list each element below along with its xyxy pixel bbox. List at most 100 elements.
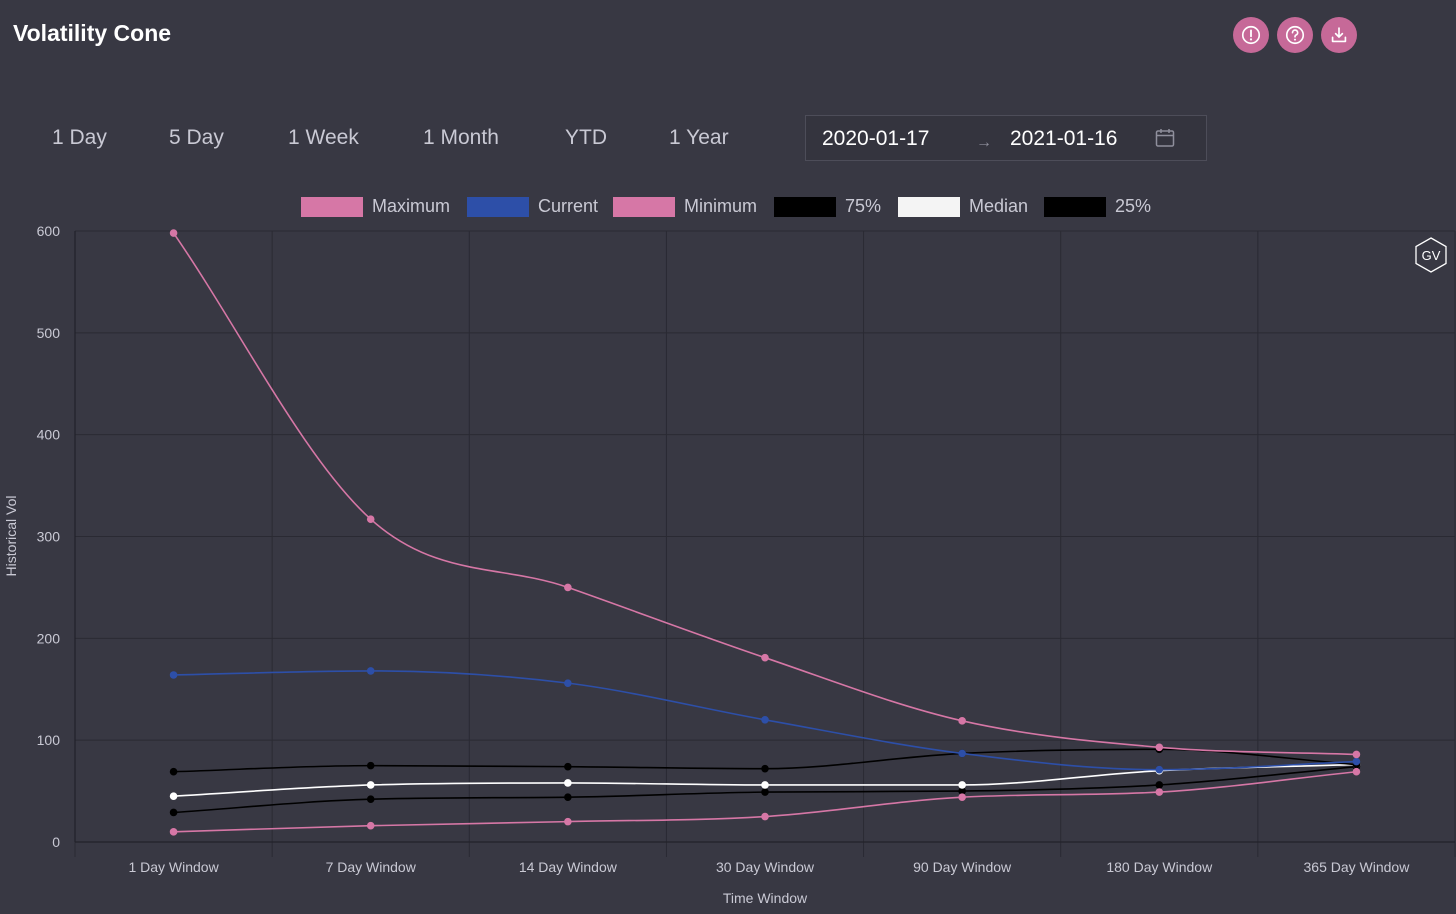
- y-tick-label: 500: [37, 325, 61, 341]
- data-point-current[interactable]: [958, 749, 966, 758]
- y-tick-label: 100: [37, 732, 61, 748]
- alert-button[interactable]: [1233, 17, 1269, 53]
- data-point-current[interactable]: [564, 679, 572, 687]
- data-point-current[interactable]: [366, 667, 375, 675]
- legend-item-maximum[interactable]: Maximum: [301, 196, 450, 217]
- data-point-maximum[interactable]: [1155, 743, 1164, 752]
- chart-series: [169, 229, 1361, 836]
- chart-legend: Maximum Current Minimum 75% Median 25%: [0, 196, 1456, 220]
- watermark-text: GV: [1422, 248, 1441, 263]
- legend-swatch-maximum: [301, 196, 363, 217]
- legend-swatch-minimum: [613, 196, 675, 217]
- legend-item-current[interactable]: Current: [467, 196, 598, 217]
- legend-label-median: Median: [969, 196, 1029, 216]
- legend-swatch-median: [898, 196, 960, 217]
- chart-grid: [74, 230, 1456, 857]
- legend-label-maximum: Maximum: [372, 196, 451, 216]
- legend-item-25[interactable]: 25%: [1044, 196, 1151, 217]
- data-point-median[interactable]: [761, 781, 769, 789]
- download-button[interactable]: [1321, 17, 1357, 53]
- series-75pct: [169, 745, 1361, 776]
- data-point-maximum[interactable]: [761, 653, 769, 662]
- range-1-day[interactable]: 1 Day: [52, 126, 107, 149]
- help-icon: [1285, 25, 1305, 45]
- series-line-maximum: [172, 232, 1357, 756]
- calendar-icon[interactable]: [1154, 127, 1176, 149]
- legend-item-median[interactable]: Median: [898, 196, 1028, 217]
- data-point-median[interactable]: [564, 779, 572, 787]
- range-ytd[interactable]: YTD: [565, 126, 607, 149]
- data-point-median[interactable]: [169, 792, 178, 800]
- header-actions: [1233, 17, 1357, 53]
- x-tick-label: 1 Day Window: [128, 859, 219, 875]
- data-point-25pct[interactable]: [761, 788, 769, 796]
- data-point-25pct[interactable]: [564, 793, 572, 801]
- data-point-maximum[interactable]: [564, 583, 572, 592]
- data-point-minimum[interactable]: [564, 817, 572, 826]
- data-point-minimum[interactable]: [761, 812, 769, 821]
- legend-label-25: 25%: [1115, 196, 1152, 216]
- start-date-field[interactable]: 2020-01-17: [822, 127, 930, 150]
- data-point-minimum[interactable]: [1352, 767, 1361, 776]
- legend-label-minimum: Minimum: [684, 196, 758, 216]
- download-icon: [1331, 27, 1347, 43]
- date-separator-icon: →: [976, 134, 992, 151]
- data-point-25pct[interactable]: [958, 787, 966, 795]
- x-tick-label: 30 Day Window: [716, 859, 815, 875]
- y-tick-label: 0: [52, 834, 60, 850]
- data-point-75pct[interactable]: [366, 761, 375, 770]
- y-tick-label: 400: [37, 427, 61, 443]
- data-point-current[interactable]: [761, 716, 769, 724]
- range-1-year[interactable]: 1 Year: [669, 126, 729, 149]
- range-5-day[interactable]: 5 Day: [169, 126, 224, 149]
- x-axis-title: Time Window: [723, 890, 808, 906]
- series-current: [169, 667, 1361, 774]
- data-point-maximum[interactable]: [1352, 750, 1361, 759]
- legend-label-current: Current: [538, 196, 599, 216]
- range-1-month[interactable]: 1 Month: [423, 126, 499, 149]
- legend-label-75: 75%: [845, 196, 882, 216]
- y-axis-title: Historical Vol: [3, 496, 19, 577]
- data-point-current[interactable]: [1155, 765, 1164, 774]
- data-point-75pct[interactable]: [761, 764, 769, 773]
- data-point-minimum[interactable]: [169, 828, 178, 836]
- series-maximum: [169, 229, 1361, 759]
- data-point-25pct[interactable]: [169, 808, 178, 817]
- chart-axes: 0 100 200 300 400 500 600 1 Day Window 7 Day Win…: [37, 223, 1455, 875]
- data-point-current[interactable]: [1352, 757, 1361, 766]
- data-point-75pct[interactable]: [564, 762, 572, 771]
- data-point-maximum[interactable]: [366, 515, 375, 523]
- y-tick-label: 600: [37, 223, 61, 239]
- data-point-maximum[interactable]: [958, 717, 966, 725]
- y-tick-label: 300: [37, 529, 61, 545]
- legend-item-75[interactable]: 75%: [774, 196, 881, 217]
- legend-item-minimum[interactable]: Minimum: [613, 196, 757, 217]
- data-point-75pct[interactable]: [169, 767, 178, 776]
- data-point-median[interactable]: [366, 781, 375, 789]
- data-point-minimum[interactable]: [1155, 788, 1164, 796]
- date-range-picker[interactable]: 2020-01-17 → 2021-01-16: [805, 115, 1207, 161]
- data-point-maximum[interactable]: [169, 229, 178, 237]
- data-point-minimum[interactable]: [958, 793, 966, 801]
- data-point-minimum[interactable]: [366, 821, 375, 830]
- x-tick-label: 7 Day Window: [326, 859, 417, 875]
- end-date-field[interactable]: 2021-01-16: [1010, 127, 1118, 150]
- alert-icon: [1241, 25, 1261, 45]
- x-tick-label: 90 Day Window: [913, 859, 1012, 875]
- x-tick-label: 14 Day Window: [519, 859, 618, 875]
- range-1-week[interactable]: 1 Week: [288, 126, 359, 149]
- y-tick-label: 200: [37, 630, 61, 646]
- page-title: Volatility Cone: [13, 20, 172, 46]
- data-point-current[interactable]: [169, 671, 178, 679]
- legend-swatch-25: [1044, 196, 1106, 217]
- legend-swatch-current: [467, 196, 529, 217]
- x-tick-label: 365 Day Window: [1304, 859, 1411, 875]
- data-point-median[interactable]: [958, 781, 966, 789]
- data-point-25pct[interactable]: [366, 795, 375, 804]
- data-point-25pct[interactable]: [1155, 781, 1164, 789]
- x-tick-label: 180 Day Window: [1106, 859, 1213, 875]
- legend-swatch-75: [774, 196, 836, 217]
- help-button[interactable]: [1277, 17, 1313, 53]
- series-minimum: [169, 767, 1361, 836]
